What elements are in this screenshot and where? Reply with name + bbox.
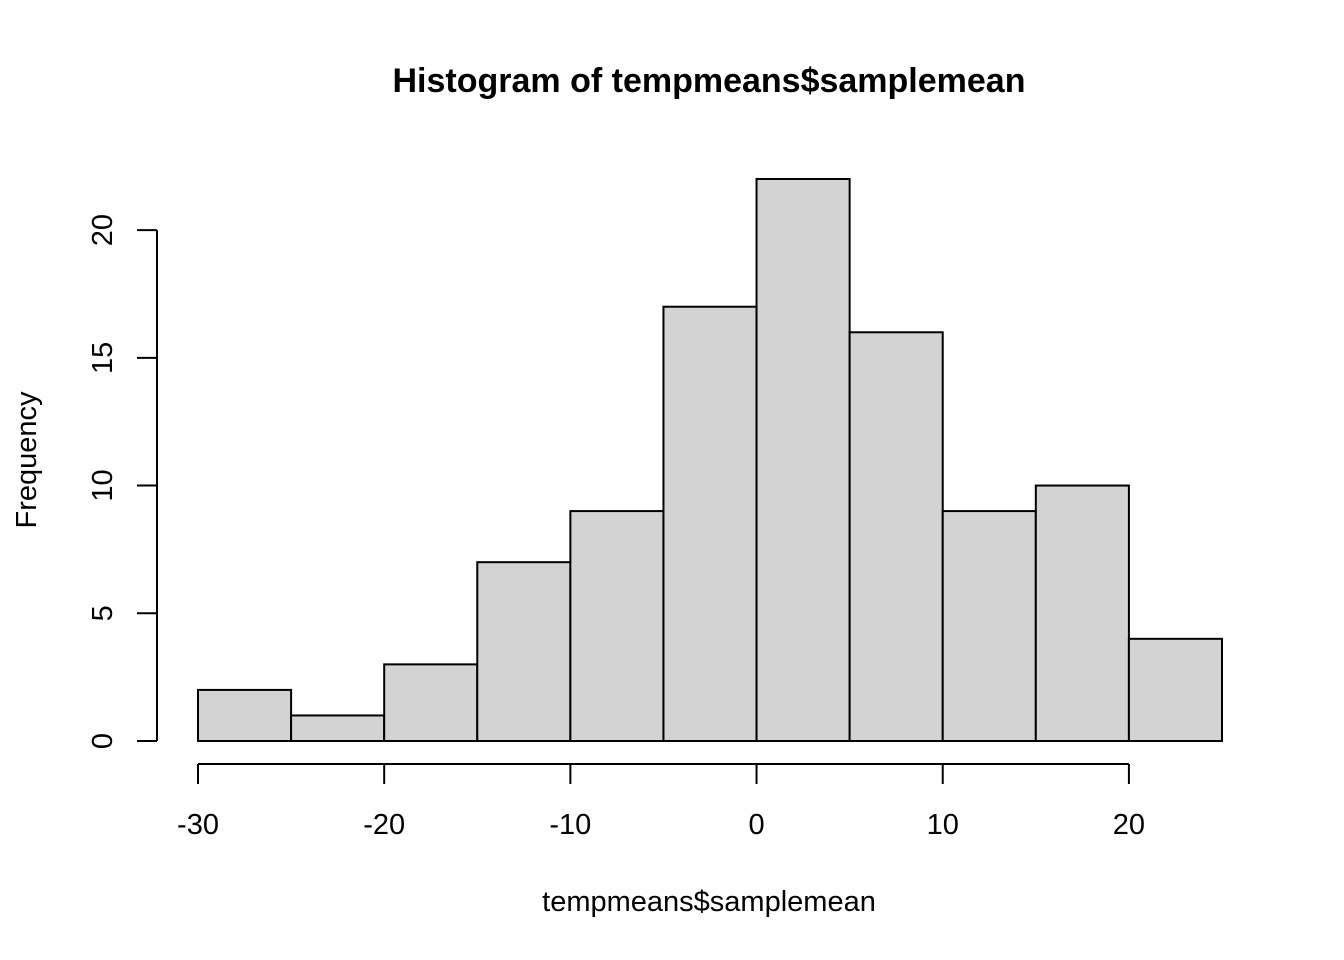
x-axis-label: tempmeans$samplemean	[542, 886, 876, 918]
histogram-bar	[662, 305, 758, 742]
y-tick-label: 15	[87, 342, 119, 374]
x-tick-label: 0	[748, 809, 764, 841]
y-axis-label: Frequency	[11, 391, 43, 529]
histogram-bar	[1034, 484, 1130, 742]
histogram-bar	[383, 663, 479, 743]
y-tick-label: 5	[87, 605, 119, 621]
y-tick-label: 20	[87, 214, 119, 246]
histogram-bar	[290, 714, 386, 742]
x-tick-label: 10	[927, 809, 959, 841]
histogram-bar	[197, 688, 293, 743]
histogram-bar	[941, 510, 1037, 742]
histogram-bar	[569, 510, 665, 742]
chart-title: Histogram of tempmeans$samplemean	[393, 62, 1026, 100]
y-tick-label: 10	[87, 469, 119, 501]
histogram-bar	[755, 178, 851, 742]
x-axis: -30 -20 -10 0 10 20	[177, 763, 1145, 841]
x-tick-label: 20	[1113, 809, 1145, 841]
y-tick-label: 0	[87, 733, 119, 749]
histogram-bar	[1127, 637, 1223, 742]
x-tick-label: -30	[177, 809, 219, 841]
x-tick-label: -20	[363, 809, 405, 841]
y-axis: 0 5 10 15 20	[87, 214, 158, 749]
histogram-bar	[476, 561, 572, 742]
histogram-bar	[848, 331, 944, 742]
x-tick-label: -10	[549, 809, 591, 841]
histogram-bars	[197, 178, 1223, 743]
